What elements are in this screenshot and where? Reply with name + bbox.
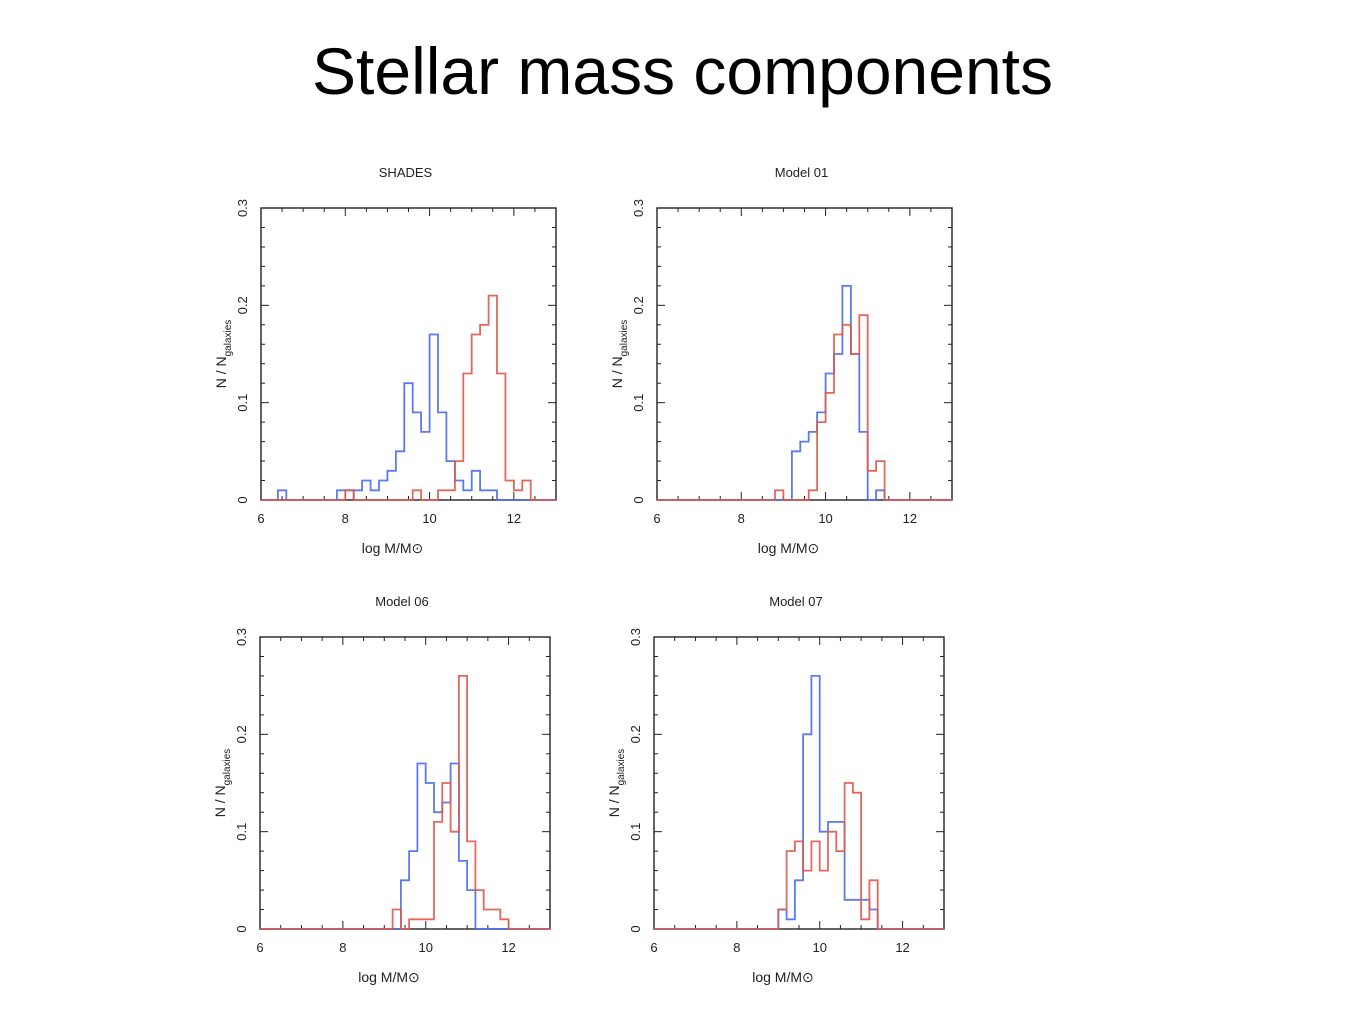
histogram-panel-3: 6 8 10 12 0 0.1 0.2 0.3 Model 06 log M/M⊙ N / Ngal… xyxy=(212,594,551,985)
plot-frame xyxy=(653,636,945,930)
y-tick-label: 0.1 xyxy=(631,394,646,412)
x-tick-label: 8 xyxy=(738,511,745,526)
histogram-panel-4: 6 8 10 12 0 0.1 0.2 0.3 Model 07 log M/M⊙ N / Ngal… xyxy=(606,594,945,985)
plot-frame xyxy=(259,636,551,930)
slide-title: Stellar mass components xyxy=(312,34,1053,108)
y-tick-label: 0 xyxy=(628,925,643,932)
x-tick-label: 8 xyxy=(733,940,740,955)
x-axis-label: log M/M⊙ xyxy=(758,540,820,556)
y-axis-label-main: N / N xyxy=(609,356,625,388)
x-axis-label: log M/M⊙ xyxy=(362,540,424,556)
y-tick-label: 0.1 xyxy=(628,823,643,841)
x-tick-label: 10 xyxy=(818,511,832,526)
x-axis-label: log M/M⊙ xyxy=(752,969,814,985)
y-axis-label-main: N / N xyxy=(606,785,622,817)
y-tick-label: 0.2 xyxy=(628,725,643,743)
blue-histogram-series xyxy=(260,762,550,930)
y-tick-label: 0.1 xyxy=(234,823,249,841)
y-tick-label: 0.3 xyxy=(235,199,250,217)
chart-title: Model 07 xyxy=(769,594,822,609)
y-axis-label-sub: galaxies xyxy=(222,749,233,786)
x-tick-label: 10 xyxy=(418,940,432,955)
y-axis-label: N / Ngalaxies xyxy=(213,320,234,389)
y-axis-label: N / Ngalaxies xyxy=(606,749,627,818)
y-tick-label: 0.1 xyxy=(235,394,250,412)
x-tick-label: 6 xyxy=(653,511,660,526)
y-tick-label: 0 xyxy=(235,496,250,503)
chart-title: SHADES xyxy=(379,165,433,180)
y-axis-label: N / Ngalaxies xyxy=(609,320,630,389)
x-tick-label: 6 xyxy=(256,940,263,955)
y-axis-label: N / Ngalaxies xyxy=(212,749,233,818)
y-axis-label-sub: galaxies xyxy=(223,320,234,357)
y-axis-label-main: N / N xyxy=(212,785,228,817)
x-tick-label: 12 xyxy=(903,511,917,526)
chart-title: Model 06 xyxy=(375,594,428,609)
y-axis-label-sub: galaxies xyxy=(619,320,630,357)
red-histogram-series xyxy=(654,782,944,930)
y-tick-label: 0.3 xyxy=(628,628,643,646)
y-tick-label: 0 xyxy=(234,925,249,932)
x-tick-label: 12 xyxy=(501,940,515,955)
x-tick-label: 6 xyxy=(650,940,657,955)
x-tick-label: 12 xyxy=(507,511,521,526)
y-tick-label: 0.3 xyxy=(234,628,249,646)
blue-histogram-series xyxy=(654,675,944,930)
y-axis-label-main: N / N xyxy=(213,356,229,388)
y-tick-label: 0.2 xyxy=(631,296,646,314)
x-tick-label: 8 xyxy=(339,940,346,955)
x-tick-label: 12 xyxy=(895,940,909,955)
plot-frame xyxy=(260,207,557,501)
x-tick-label: 8 xyxy=(342,511,349,526)
plot-frame xyxy=(656,207,953,501)
histogram-panel-2: 6 8 10 12 0 0.1 0.2 0.3 Model 01 log M/M⊙ N / Ngal… xyxy=(609,165,953,556)
histogram-panel-1: 6 8 10 12 0 0.1 0.2 0.3 SHADES log M/M⊙ N / Ngalax… xyxy=(213,165,557,556)
y-tick-label: 0.2 xyxy=(234,725,249,743)
blue-histogram-series xyxy=(657,285,952,501)
x-tick-label: 6 xyxy=(257,511,264,526)
red-histogram-series xyxy=(260,675,550,930)
red-histogram-series xyxy=(657,314,952,501)
y-tick-label: 0.2 xyxy=(235,296,250,314)
x-axis-label: log M/M⊙ xyxy=(358,969,420,985)
y-tick-label: 0.3 xyxy=(631,199,646,217)
chart-title: Model 01 xyxy=(775,165,828,180)
x-tick-label: 10 xyxy=(812,940,826,955)
x-tick-label: 10 xyxy=(422,511,436,526)
blue-histogram-series xyxy=(261,333,556,501)
y-tick-label: 0 xyxy=(631,496,646,503)
red-histogram-series xyxy=(261,294,556,501)
y-axis-label-sub: galaxies xyxy=(616,749,627,786)
